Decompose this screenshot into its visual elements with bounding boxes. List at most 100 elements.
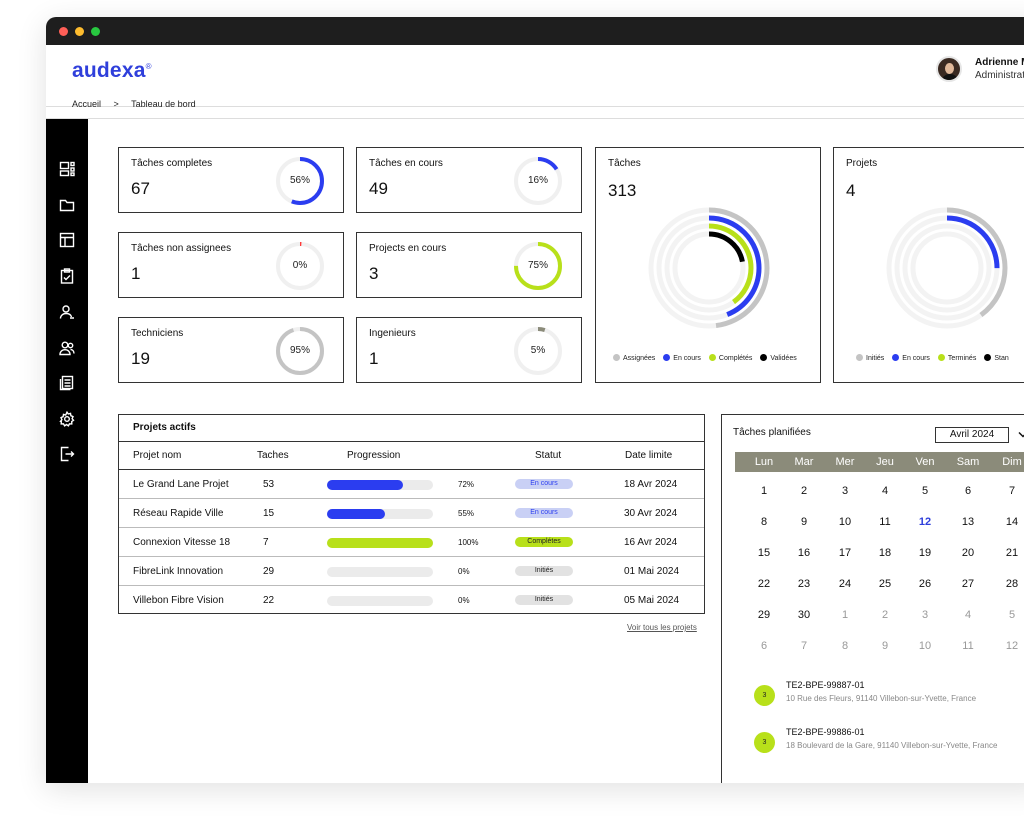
col-header-deadline: Date limite <box>625 450 673 461</box>
calendar-day-name: Jeu <box>876 456 894 468</box>
calendar-day[interactable]: 24 <box>838 578 852 590</box>
calendar-day[interactable]: 9 <box>800 516 808 528</box>
calendar-day[interactable]: 2 <box>800 485 808 497</box>
user-avatar[interactable] <box>936 56 962 82</box>
calendar-day[interactable]: 7 <box>1008 485 1016 497</box>
project-tasks: 53 <box>263 479 275 490</box>
calendar-day[interactable]: 4 <box>964 609 972 621</box>
calendar-day[interactable]: 11 <box>879 516 891 528</box>
table-row[interactable]: Connexion Vitesse 18 7 100% Complétes 16… <box>119 528 704 557</box>
stat-percent: 95% <box>289 345 310 356</box>
user-icon[interactable] <box>59 304 75 320</box>
see-all-projects-link[interactable]: Voir tous les projets <box>627 623 697 632</box>
chevron-down-icon[interactable] <box>1018 431 1024 439</box>
calendar-day[interactable]: 27 <box>961 578 975 590</box>
calendar-day[interactable]: 13 <box>961 516 975 528</box>
calendar-day[interactable]: 30 <box>797 609 811 621</box>
calendar-day[interactable]: 16 <box>797 547 811 559</box>
calendar-day[interactable]: 14 <box>1005 516 1019 528</box>
project-name[interactable]: FibreLink Innovation <box>133 566 224 577</box>
calendar-day[interactable]: 6 <box>964 485 972 497</box>
legend-item: Terminés <box>937 354 976 362</box>
logout-icon[interactable] <box>59 446 75 462</box>
stat-progress-ring <box>276 157 324 205</box>
table-row[interactable]: Le Grand Lane Projet 53 72% En cours 18 … <box>119 470 704 499</box>
calendar-day[interactable]: 12 <box>918 516 932 528</box>
folder-icon[interactable] <box>59 197 75 213</box>
stat-progress-ring <box>514 327 562 375</box>
calendar-day[interactable]: 17 <box>838 547 852 559</box>
legend-swatch <box>613 354 620 361</box>
calendar-day[interactable]: 4 <box>881 485 889 497</box>
project-name[interactable]: Réseau Rapide Ville <box>133 508 224 519</box>
calendar-day[interactable]: 18 <box>878 547 892 559</box>
dashboard-icon[interactable] <box>59 161 75 177</box>
calendar-day[interactable]: 11 <box>962 640 974 652</box>
progress-bar-fill <box>327 509 386 519</box>
calendar-day[interactable]: 3 <box>841 485 849 497</box>
calendar-day[interactable]: 5 <box>921 485 929 497</box>
calendar-day[interactable]: 9 <box>881 640 889 652</box>
breadcrumb-home-link[interactable]: Accueil <box>72 99 102 109</box>
calendar-day[interactable]: 3 <box>921 609 929 621</box>
projects-chart-card: Projets 4 Initiés En cours Terminés Stan <box>833 147 1024 383</box>
project-deadline: 18 Avr 2024 <box>624 479 678 490</box>
legend-swatch <box>937 354 945 361</box>
calendar-day[interactable]: 26 <box>918 578 932 590</box>
calendar-day[interactable]: 29 <box>757 609 771 621</box>
calendar-title: Tâches planifiées <box>733 427 811 438</box>
users-icon[interactable] <box>59 340 75 356</box>
calendar-day[interactable]: 2 <box>881 609 889 621</box>
calendar-day[interactable]: 20 <box>961 547 975 559</box>
calendar-day[interactable]: 15 <box>757 547 771 559</box>
projects-radial-chart <box>886 207 1008 329</box>
progress-percent: 100% <box>458 538 479 547</box>
active-projects-title: Projets actifs <box>133 422 196 433</box>
calendar-day[interactable]: 6 <box>760 640 768 652</box>
month-select[interactable]: Avril 2024 <box>935 427 1009 443</box>
calendar-day[interactable]: 5 <box>1008 609 1016 621</box>
table-row[interactable]: FibreLink Innovation 29 0% Initiés 01 Ma… <box>119 557 704 586</box>
settings-icon[interactable] <box>59 411 75 427</box>
project-name[interactable]: Le Grand Lane Projet <box>133 479 229 490</box>
stat-value: 49 <box>369 179 388 198</box>
app-logo[interactable]: audexa® <box>72 59 152 82</box>
calendar-day[interactable]: 10 <box>838 516 852 528</box>
calendar-day[interactable]: 28 <box>1005 578 1019 590</box>
clipboard-check-icon[interactable] <box>59 268 75 284</box>
documents-icon[interactable] <box>59 375 75 391</box>
calendar-day[interactable]: 12 <box>1005 640 1019 652</box>
radial-arc-validées <box>672 231 746 305</box>
table-row[interactable]: Réseau Rapide Ville 15 55% En cours 30 A… <box>119 499 704 528</box>
legend-swatch <box>663 354 671 361</box>
project-deadline: 01 Mai 2024 <box>624 566 680 577</box>
status-badge: Initiés <box>515 595 573 605</box>
calendar-day[interactable]: 21 <box>1005 547 1019 559</box>
layout-icon[interactable] <box>59 232 75 248</box>
calendar-day[interactable]: 1 <box>841 609 849 621</box>
calendar-day[interactable]: 19 <box>918 547 932 559</box>
stat-label: Tâches non assignees <box>131 243 232 254</box>
stat-card: Ingenieurs 1 5% <box>356 317 582 383</box>
project-name[interactable]: Connexion Vitesse 18 <box>133 537 231 548</box>
table-row[interactable]: Villebon Fibre Vision 22 0% Initiés 05 M… <box>119 586 704 615</box>
legend-swatch <box>856 354 863 361</box>
close-window-button[interactable] <box>59 27 68 36</box>
calendar-day[interactable]: 7 <box>800 640 808 652</box>
progress-percent: 0% <box>458 596 470 605</box>
table-title-divider <box>119 441 704 442</box>
calendar-day[interactable]: 8 <box>760 516 768 528</box>
minimize-window-button[interactable] <box>75 27 84 36</box>
calendar-day[interactable]: 23 <box>797 578 811 590</box>
calendar-day[interactable]: 8 <box>841 640 849 652</box>
calendar-day[interactable]: 22 <box>757 578 771 590</box>
maximize-window-button[interactable] <box>91 27 100 36</box>
calendar-day[interactable]: 10 <box>918 640 932 652</box>
stat-card: Techniciens 19 95% <box>118 317 344 383</box>
project-name[interactable]: Villebon Fibre Vision <box>133 595 224 606</box>
calendar-day[interactable]: 25 <box>878 578 892 590</box>
calendar-day[interactable]: 1 <box>760 485 768 497</box>
stat-value: 19 <box>131 349 150 368</box>
scheduled-task-count: 3 <box>754 685 775 706</box>
stat-value: 1 <box>369 349 379 368</box>
